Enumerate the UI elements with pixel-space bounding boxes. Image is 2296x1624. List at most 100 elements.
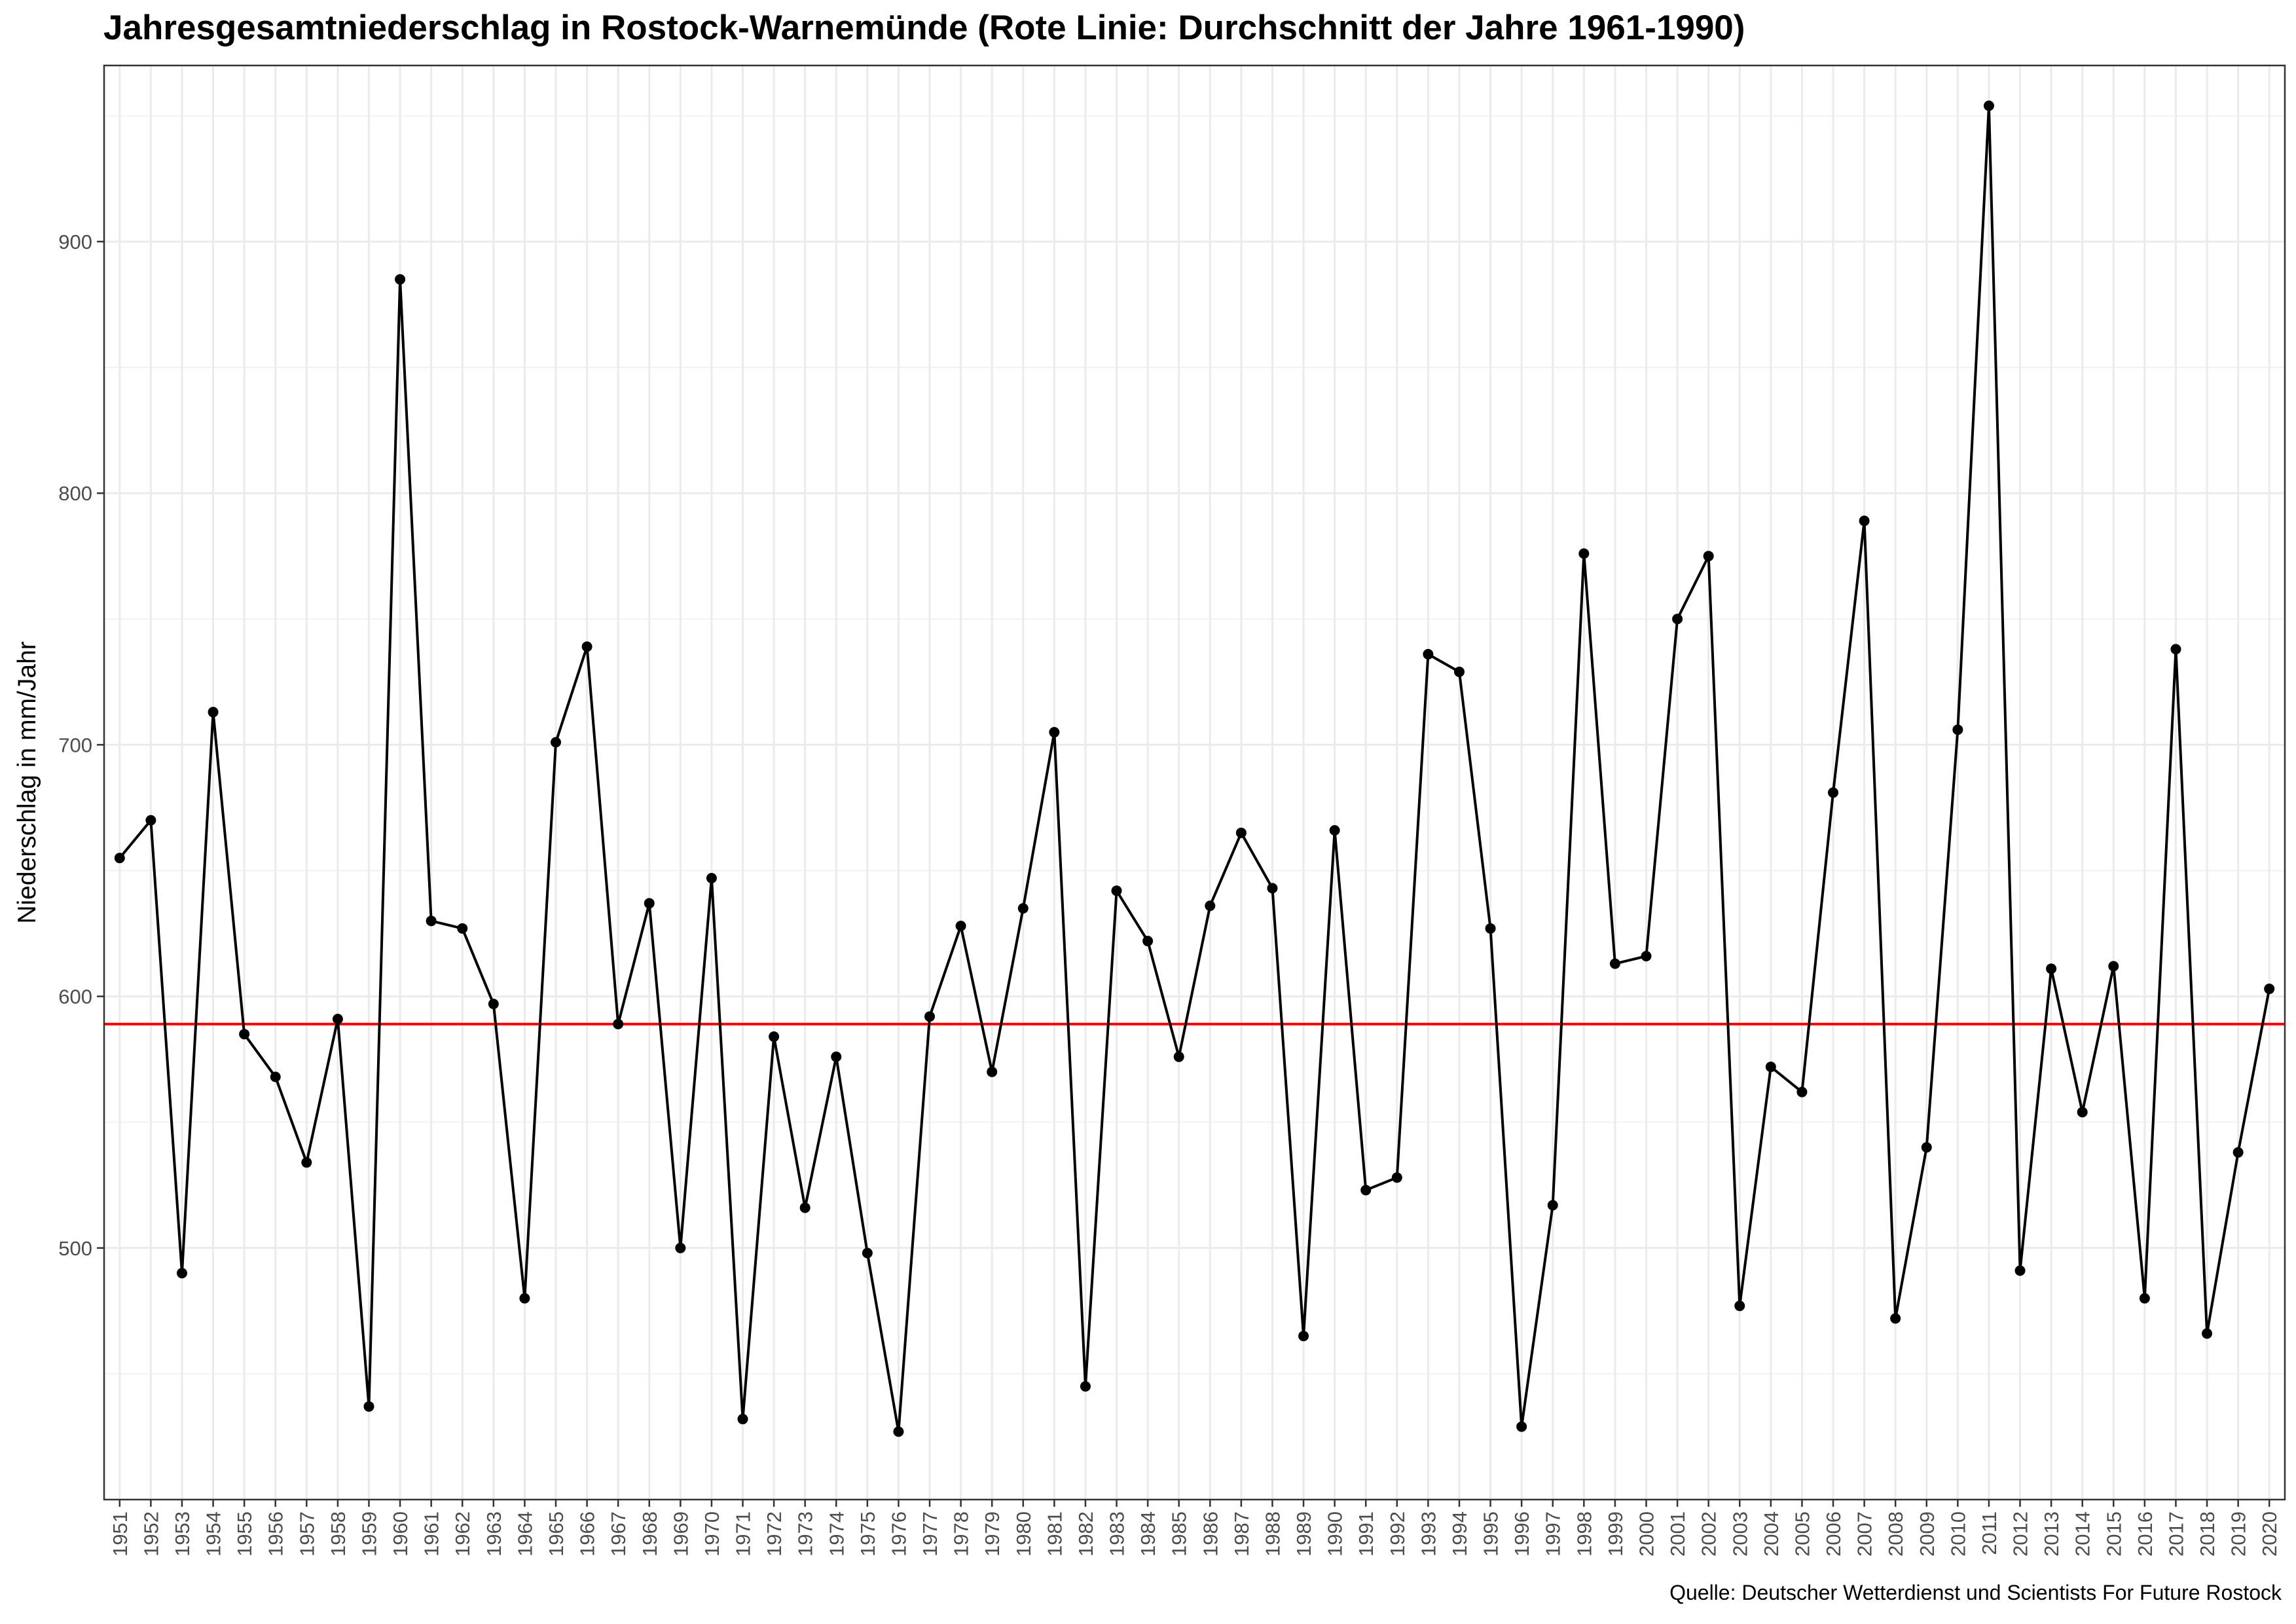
x-tick-label: 2002 — [1698, 1511, 1721, 1557]
data-point-1956 — [270, 1071, 281, 1082]
x-tick-label: 1986 — [1199, 1511, 1222, 1557]
x-tick-label: 2020 — [2258, 1511, 2281, 1557]
x-tick-label: 1996 — [1510, 1511, 1533, 1557]
x-tick-label: 1980 — [1012, 1511, 1035, 1557]
x-tick-label: 1962 — [451, 1511, 474, 1557]
data-point-2019 — [2232, 1147, 2244, 1158]
x-tick-label: 1982 — [1074, 1511, 1097, 1557]
data-point-1994 — [1453, 666, 1465, 677]
x-tick-label: 2013 — [2040, 1511, 2063, 1557]
data-point-2013 — [2046, 963, 2057, 974]
data-point-1980 — [1017, 903, 1029, 914]
data-point-1989 — [1298, 1331, 1309, 1342]
x-tick-label: 1983 — [1106, 1511, 1129, 1557]
data-point-2002 — [1703, 551, 1714, 562]
x-tick-label: 1979 — [981, 1511, 1004, 1557]
x-tick-label: 1976 — [887, 1511, 910, 1557]
data-point-2011 — [1983, 100, 1994, 111]
data-point-1960 — [395, 274, 406, 285]
data-point-2017 — [2170, 644, 2181, 655]
x-tick-label: 1993 — [1417, 1511, 1440, 1557]
precipitation-series-line — [118, 105, 2271, 1432]
data-points — [114, 100, 2275, 1437]
x-tick-label: 1987 — [1230, 1511, 1253, 1557]
x-tick-label: 2007 — [1853, 1511, 1876, 1557]
data-point-1993 — [1423, 649, 1434, 660]
data-point-1958 — [332, 1014, 343, 1025]
data-point-1969 — [675, 1242, 686, 1253]
data-point-1974 — [831, 1051, 842, 1062]
x-tick-label: 2014 — [2071, 1511, 2094, 1557]
data-point-1957 — [301, 1157, 312, 1168]
data-point-2010 — [1952, 724, 1963, 735]
axes: 500 600 700 800 900 1951 1952 1953 1954 1955 1956 1… — [58, 231, 2281, 1557]
data-point-2014 — [2077, 1107, 2088, 1118]
y-tick-label: 900 — [58, 231, 92, 253]
data-point-2012 — [2014, 1265, 2026, 1276]
x-tick-label: 2004 — [1760, 1511, 1783, 1557]
data-point-1988 — [1267, 883, 1278, 894]
plot-panel-border — [103, 64, 2286, 1501]
data-point-1970 — [706, 873, 717, 883]
data-point-2000 — [1641, 951, 1652, 962]
data-point-1964 — [519, 1293, 530, 1304]
data-point-1951 — [114, 853, 125, 864]
x-tick-label: 1997 — [1542, 1511, 1565, 1557]
x-tick-label: 1951 — [109, 1511, 132, 1557]
data-point-1965 — [550, 737, 561, 748]
x-tick-label: 1978 — [950, 1511, 973, 1557]
data-point-1967 — [613, 1018, 624, 1029]
data-point-2008 — [1890, 1313, 1901, 1324]
data-point-1985 — [1173, 1051, 1184, 1062]
data-point-1976 — [893, 1426, 904, 1437]
x-tick-label: 1981 — [1043, 1511, 1066, 1557]
x-tick-label: 1966 — [576, 1511, 599, 1557]
data-point-1995 — [1485, 923, 1496, 934]
data-point-2001 — [1672, 614, 1683, 625]
x-tick-label: 1973 — [794, 1511, 817, 1557]
data-point-1983 — [1111, 885, 1122, 896]
data-point-1982 — [1080, 1381, 1091, 1392]
x-tick-label: 1990 — [1324, 1511, 1347, 1557]
x-tick-label: 1989 — [1292, 1511, 1315, 1557]
x-tick-label: 2011 — [1978, 1511, 2001, 1555]
data-point-1972 — [769, 1031, 780, 1043]
x-tick-label: 2008 — [1884, 1511, 1907, 1557]
x-tick-label: 2006 — [1822, 1511, 1845, 1557]
x-tick-label: 1975 — [856, 1511, 879, 1557]
data-point-1978 — [955, 921, 966, 931]
x-tick-label: 1968 — [638, 1511, 661, 1557]
data-point-1996 — [1516, 1421, 1527, 1432]
x-tick-label: 1970 — [701, 1511, 723, 1557]
x-tick-label: 2003 — [1728, 1511, 1751, 1557]
x-tick-label: 2019 — [2227, 1511, 2250, 1557]
x-tick-label: 1998 — [1573, 1511, 1595, 1557]
data-point-2005 — [1796, 1086, 1808, 1098]
x-tick-label: 2000 — [1635, 1511, 1658, 1557]
x-tick-label: 1955 — [233, 1511, 256, 1557]
data-point-2009 — [1921, 1142, 1932, 1153]
x-tick-label: 1961 — [420, 1511, 443, 1557]
x-tick-label: 1953 — [171, 1511, 194, 1557]
x-tick-label: 1952 — [139, 1511, 162, 1557]
x-tick-label: 2018 — [2196, 1511, 2219, 1557]
x-tick-label: 2017 — [2164, 1511, 2187, 1557]
x-tick-label: 1958 — [327, 1511, 350, 1557]
data-point-1953 — [176, 1268, 187, 1279]
data-point-1955 — [239, 1029, 250, 1040]
x-tick-label: 2009 — [1916, 1511, 1939, 1557]
x-tick-label: 1957 — [295, 1511, 318, 1557]
data-point-2006 — [1828, 787, 1839, 798]
data-point-1977 — [924, 1011, 936, 1022]
data-point-1975 — [862, 1247, 873, 1259]
x-tick-label: 2001 — [1666, 1511, 1689, 1557]
x-tick-label: 1960 — [389, 1511, 412, 1557]
x-tick-label: 2015 — [2102, 1511, 2125, 1557]
data-point-1984 — [1142, 936, 1154, 947]
data-point-1986 — [1205, 900, 1216, 912]
data-point-1981 — [1049, 727, 1060, 738]
data-point-1992 — [1391, 1172, 1402, 1183]
data-point-2018 — [2202, 1328, 2213, 1339]
x-tick-label: 1994 — [1448, 1511, 1471, 1557]
